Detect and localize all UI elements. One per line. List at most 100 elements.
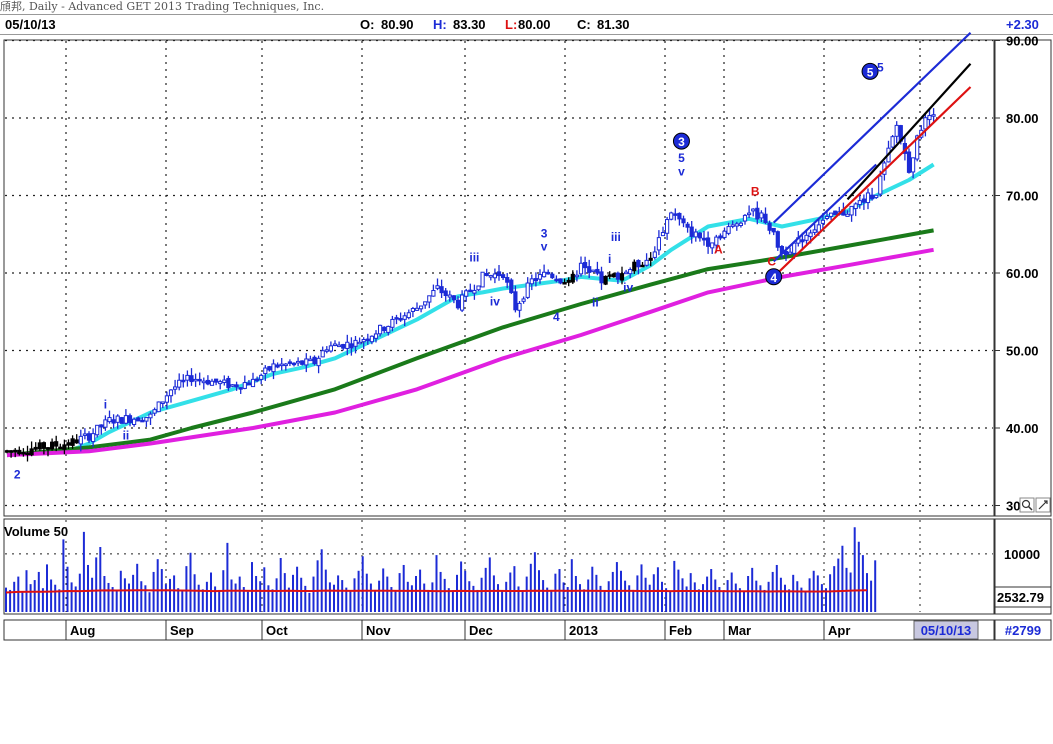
bar-body-101 xyxy=(419,305,424,310)
month-label-0: Aug xyxy=(70,623,95,638)
bar-body-83 xyxy=(345,341,350,349)
channel-line-1 xyxy=(772,163,877,263)
bar-body-164 xyxy=(677,212,682,220)
volume-current-box xyxy=(994,586,1052,608)
magnifier-icon[interactable] xyxy=(1019,497,1035,513)
month-label-5: 2013 xyxy=(569,623,598,638)
bar-body-72 xyxy=(300,360,305,365)
bar-body-94 xyxy=(390,318,395,328)
bar-body-171 xyxy=(706,237,711,247)
date-axis xyxy=(3,619,995,641)
bar-body-179 xyxy=(738,222,743,226)
bar-body-165 xyxy=(681,218,686,224)
bar-body-75 xyxy=(312,356,317,365)
y-tick-label-3: 60.00 xyxy=(1006,266,1039,281)
bar-body-126 xyxy=(521,298,526,302)
bar-body-212 xyxy=(874,194,879,199)
bar-body-139 xyxy=(574,274,579,278)
bar-body-131 xyxy=(542,271,547,278)
wave-label-19: 5 xyxy=(867,65,874,79)
wave-label-6: v xyxy=(541,240,548,254)
bar-body-182 xyxy=(751,208,756,212)
channel-line-2 xyxy=(846,63,972,201)
arrows-icon[interactable] xyxy=(1035,497,1051,513)
bar-body-7 xyxy=(33,446,38,450)
bar-body-87 xyxy=(361,339,366,343)
bar-body-16 xyxy=(70,438,75,446)
bar-body-129 xyxy=(533,278,538,282)
bar-body-176 xyxy=(726,226,731,234)
wave-label-9: iii xyxy=(611,230,621,244)
wave-label-15: A xyxy=(714,243,723,257)
bar-body-196 xyxy=(808,232,813,238)
volume-tick-0: 10000 xyxy=(1004,547,1040,562)
wave-label-0: 2 xyxy=(14,467,21,481)
bar-body-123 xyxy=(509,279,514,294)
bar-body-9 xyxy=(41,442,46,449)
bar-body-31 xyxy=(132,418,137,426)
bar-body-78 xyxy=(324,349,329,352)
bar-body-88 xyxy=(365,338,370,342)
bar-body-95 xyxy=(394,317,399,320)
bar-body-59 xyxy=(246,382,252,386)
bar-body-158 xyxy=(652,251,657,258)
wave-label-4: iv xyxy=(490,295,500,309)
bar-body-116 xyxy=(480,271,485,288)
bar-body-14 xyxy=(62,444,67,450)
bar-body-52 xyxy=(218,381,223,385)
month-label-8: Apr xyxy=(828,623,850,638)
bar-body-142 xyxy=(587,266,592,273)
bar-body-57 xyxy=(238,387,243,390)
bar-body-104 xyxy=(431,290,436,297)
volume-label: Volume 50 xyxy=(4,524,68,539)
wave-label-5: 3 xyxy=(541,226,548,240)
bar-body-70 xyxy=(291,362,297,366)
bar-body-34 xyxy=(144,417,149,422)
price-bars xyxy=(4,108,936,462)
volume-grid xyxy=(5,520,993,612)
low-value: 80.00 xyxy=(518,17,551,32)
bar-body-138 xyxy=(570,273,575,283)
bar-body-152 xyxy=(628,269,633,275)
volume-axis-ticks: 10000 2532.79 xyxy=(994,547,1052,608)
bar-body-117 xyxy=(484,273,489,276)
bar-body-148 xyxy=(611,273,616,278)
bar-count: #2799 xyxy=(1005,623,1041,638)
bar-body-150 xyxy=(619,273,625,281)
bar-body-92 xyxy=(382,326,387,332)
bar-body-137 xyxy=(566,279,571,283)
bar-body-106 xyxy=(439,286,444,294)
bar-body-161 xyxy=(665,219,670,234)
current-date: 05/10/13 xyxy=(921,623,972,638)
bar-body-186 xyxy=(767,222,772,231)
bar-body-12 xyxy=(54,441,59,447)
bar-body-144 xyxy=(595,268,600,274)
wave-label-17: C xyxy=(767,254,776,268)
bar-body-112 xyxy=(464,290,469,297)
bar-body-115 xyxy=(476,285,481,291)
volume-average-line xyxy=(5,589,868,594)
ma-line-green xyxy=(6,228,934,458)
bar-body-97 xyxy=(402,315,407,320)
bar-body-173 xyxy=(714,236,719,246)
bar-body-168 xyxy=(693,231,698,238)
volume-tick-1: 2532.79 xyxy=(997,590,1044,605)
month-label-3: Nov xyxy=(366,623,391,638)
bar-body-162 xyxy=(669,212,674,220)
bar-body-54 xyxy=(226,377,231,389)
bar-body-1 xyxy=(9,450,14,453)
wave-label-7: 4 xyxy=(553,310,560,324)
bar-body-222 xyxy=(915,135,920,160)
bar-body-11 xyxy=(50,441,55,450)
bar-body-103 xyxy=(427,295,432,303)
bar-body-155 xyxy=(640,264,645,268)
bar-body-30 xyxy=(127,415,133,423)
bar-body-86 xyxy=(357,341,362,345)
bar-body-69 xyxy=(287,361,292,364)
bar-body-109 xyxy=(451,295,456,301)
bar-body-197 xyxy=(812,229,817,233)
bar-body-42 xyxy=(177,379,182,388)
wave-label-12: 3 xyxy=(678,135,685,149)
